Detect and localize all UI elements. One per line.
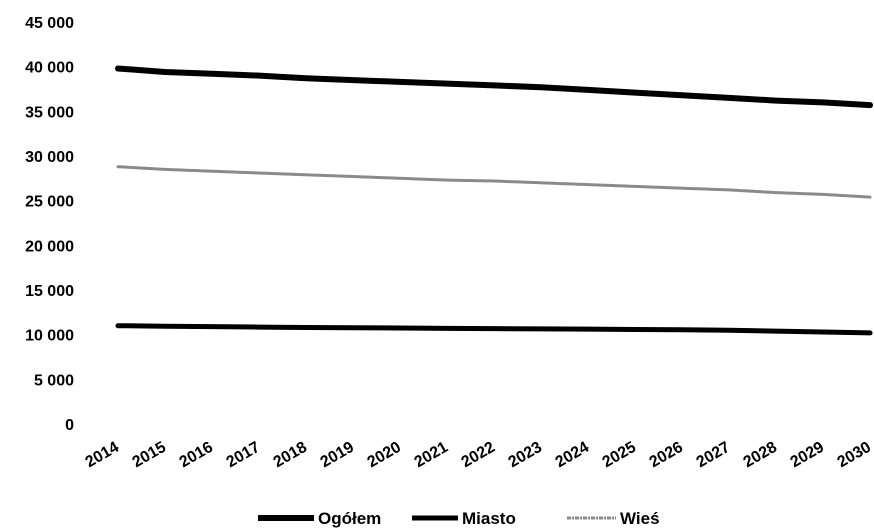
y-tick-label: 35 000 <box>25 104 74 121</box>
y-tick-label: 10 000 <box>25 328 74 345</box>
x-tick-label: 2015 <box>130 439 169 472</box>
x-tick-label: 2023 <box>506 439 545 472</box>
y-tick-label: 25 000 <box>25 194 74 211</box>
legend-label: Wieś <box>620 509 660 528</box>
legend-label: Ogółem <box>318 509 381 528</box>
y-tick-label: 0 <box>65 417 74 434</box>
x-tick-label: 2025 <box>600 439 639 472</box>
x-tick-label: 2026 <box>647 439 686 472</box>
y-tick-label: 15 000 <box>25 283 74 300</box>
y-tick-label: 45 000 <box>25 15 74 32</box>
x-tick-label: 2024 <box>553 439 592 472</box>
y-tick-label: 40 000 <box>25 60 74 77</box>
y-tick-label: 30 000 <box>25 149 74 166</box>
plot-area <box>115 65 873 336</box>
y-axis: 0 5 000 10 000 15 000 20 000 25 000 30 000 35 0… <box>25 15 74 434</box>
x-tick-label: 2014 <box>83 439 122 472</box>
x-tick-label: 2021 <box>412 439 451 472</box>
series-line-1 <box>115 323 873 336</box>
x-tick-label: 2017 <box>224 439 263 472</box>
x-tick-label: 2027 <box>694 439 733 472</box>
x-tick-label: 2028 <box>741 439 780 472</box>
legend: Ogółem Miasto Wieś <box>258 509 660 528</box>
x-tick-label: 2019 <box>318 439 357 472</box>
x-tick-label: 2030 <box>835 439 874 472</box>
series-line-0 <box>115 65 873 109</box>
x-tick-label: 2018 <box>271 439 310 472</box>
series-line-2 <box>116 165 872 199</box>
x-tick-label: 2016 <box>177 439 216 472</box>
y-tick-label: 20 000 <box>25 238 74 255</box>
x-tick-label: 2022 <box>459 439 498 472</box>
legend-label: Miasto <box>462 509 516 528</box>
x-axis: 2014 2015 2016 2017 2018 2019 2020 2021 2022 2023… <box>83 439 874 472</box>
x-tick-label: 2020 <box>365 439 404 472</box>
x-tick-label: 2029 <box>788 439 827 472</box>
y-tick-label: 5 000 <box>34 372 74 389</box>
